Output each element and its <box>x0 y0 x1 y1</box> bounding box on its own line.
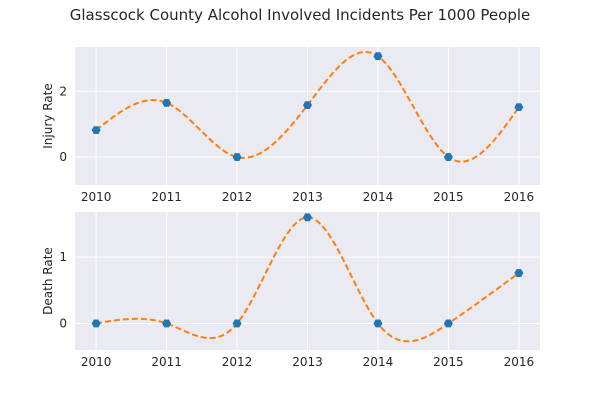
data-point <box>303 213 312 222</box>
figure-title: Glasscock County Alcohol Involved Incide… <box>69 6 531 24</box>
y-tick-label: 0 <box>59 150 67 164</box>
x-tick-label: 2015 <box>433 190 464 204</box>
data-point <box>443 153 453 161</box>
y-tick-label: 2 <box>59 84 67 98</box>
x-tick-label: 2011 <box>151 190 182 204</box>
x-tick-label: 2010 <box>81 190 112 204</box>
x-tick-label: 2013 <box>292 190 323 204</box>
subplot-2: 2010 2011 2012 2013 2014 2015 2016 0 1 Death Rate <box>41 212 540 369</box>
data-point <box>162 319 172 328</box>
data-point <box>373 52 383 61</box>
x-tick-label: 2012 <box>222 190 253 204</box>
data-point <box>91 319 101 328</box>
y-tick-label: 0 <box>59 316 67 330</box>
data-point <box>232 319 242 328</box>
x-tick-label: 2012 <box>222 355 253 369</box>
data-point <box>232 153 242 161</box>
x-tick-label: 2014 <box>363 355 394 369</box>
data-point <box>514 269 524 277</box>
x-tick-label: 2016 <box>504 355 535 369</box>
x-tick-label: 2011 <box>151 355 182 369</box>
subplot-1: 2010 2011 2012 2013 2014 2015 2016 0 2 Injury Rat… <box>41 47 540 204</box>
y-tick-label: 1 <box>59 250 67 264</box>
y-axis-label: Injury Rate <box>41 83 55 148</box>
y-axis-label: Death Rate <box>41 247 55 315</box>
data-point <box>91 126 101 135</box>
data-point <box>373 319 383 328</box>
x-tick-label: 2013 <box>292 355 323 369</box>
data-point <box>303 101 312 110</box>
x-tick-label: 2014 <box>363 190 394 204</box>
data-point <box>162 98 172 107</box>
x-tick-label: 2016 <box>504 190 535 204</box>
x-tick-label: 2010 <box>81 355 112 369</box>
data-point <box>443 319 453 328</box>
x-tick-label: 2015 <box>433 355 464 369</box>
data-point <box>514 103 524 112</box>
